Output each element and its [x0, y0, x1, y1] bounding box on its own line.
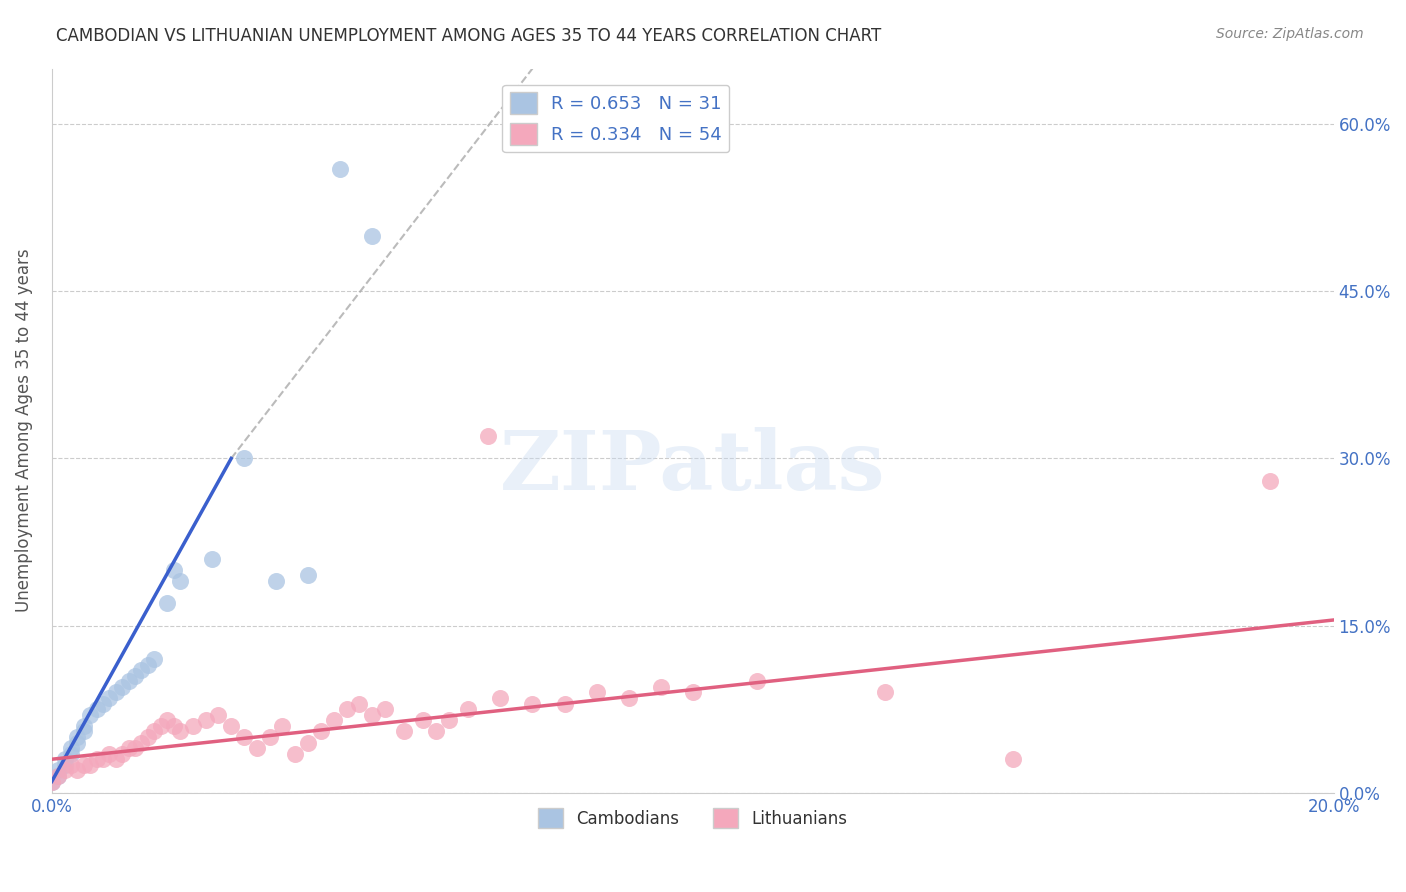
Point — [98, 747, 121, 761]
Point — [361, 228, 384, 243]
Point — [437, 713, 460, 727]
Point — [104, 685, 127, 699]
Point — [297, 568, 319, 582]
Point — [394, 724, 416, 739]
Point — [73, 724, 96, 739]
Point — [219, 719, 242, 733]
Point — [374, 702, 396, 716]
Point — [149, 719, 172, 733]
Point — [522, 697, 544, 711]
Point — [349, 697, 371, 711]
Point — [136, 657, 159, 672]
Point — [246, 741, 269, 756]
Point — [124, 668, 146, 682]
Point — [425, 724, 447, 739]
Point — [329, 161, 352, 176]
Text: Source: ZipAtlas.com: Source: ZipAtlas.com — [1216, 27, 1364, 41]
Point — [745, 674, 768, 689]
Point — [124, 741, 146, 756]
Point — [46, 769, 69, 783]
Point — [131, 735, 153, 749]
Text: CAMBODIAN VS LITHUANIAN UNEMPLOYMENT AMONG AGES 35 TO 44 YEARS CORRELATION CHART: CAMBODIAN VS LITHUANIAN UNEMPLOYMENT AMO… — [56, 27, 882, 45]
Point — [86, 752, 108, 766]
Point — [309, 724, 332, 739]
Point — [259, 730, 281, 744]
Point — [41, 774, 63, 789]
Point — [162, 719, 184, 733]
Point — [111, 747, 134, 761]
Point — [207, 707, 229, 722]
Point — [66, 735, 89, 749]
Point — [73, 719, 96, 733]
Point — [156, 596, 179, 610]
Point — [297, 735, 319, 749]
Point — [264, 574, 287, 588]
Y-axis label: Unemployment Among Ages 35 to 44 years: Unemployment Among Ages 35 to 44 years — [15, 249, 32, 613]
Point — [169, 724, 191, 739]
Point — [118, 674, 141, 689]
Point — [617, 690, 640, 705]
Point — [66, 730, 89, 744]
Point — [46, 769, 69, 783]
Point — [46, 764, 69, 778]
Point — [489, 690, 512, 705]
Point — [361, 707, 384, 722]
Point — [1002, 752, 1025, 766]
Legend: Cambodians, Lithuanians: Cambodians, Lithuanians — [531, 801, 853, 835]
Point — [79, 707, 101, 722]
Point — [181, 719, 204, 733]
Point — [66, 764, 89, 778]
Point — [131, 663, 153, 677]
Point — [143, 652, 166, 666]
Point — [53, 764, 76, 778]
Point — [41, 774, 63, 789]
Point — [322, 713, 344, 727]
Point — [91, 752, 114, 766]
Point — [136, 730, 159, 744]
Point — [59, 757, 82, 772]
Point — [553, 697, 575, 711]
Point — [111, 680, 134, 694]
Point — [59, 741, 82, 756]
Point — [650, 680, 672, 694]
Point — [143, 724, 166, 739]
Point — [477, 429, 499, 443]
Point — [201, 551, 224, 566]
Point — [169, 574, 191, 588]
Text: ZIPatlas: ZIPatlas — [501, 426, 886, 507]
Point — [682, 685, 704, 699]
Point — [53, 757, 76, 772]
Point — [233, 730, 256, 744]
Point — [194, 713, 217, 727]
Point — [104, 752, 127, 766]
Point — [59, 747, 82, 761]
Point — [873, 685, 896, 699]
Point — [156, 713, 179, 727]
Point — [412, 713, 434, 727]
Point — [457, 702, 479, 716]
Point — [585, 685, 607, 699]
Point — [284, 747, 307, 761]
Point — [271, 719, 294, 733]
Point — [1258, 474, 1281, 488]
Point — [73, 757, 96, 772]
Point — [91, 697, 114, 711]
Point — [336, 702, 359, 716]
Point — [86, 702, 108, 716]
Point — [162, 563, 184, 577]
Point — [98, 690, 121, 705]
Point — [53, 752, 76, 766]
Point — [233, 451, 256, 466]
Point — [118, 741, 141, 756]
Point — [79, 757, 101, 772]
